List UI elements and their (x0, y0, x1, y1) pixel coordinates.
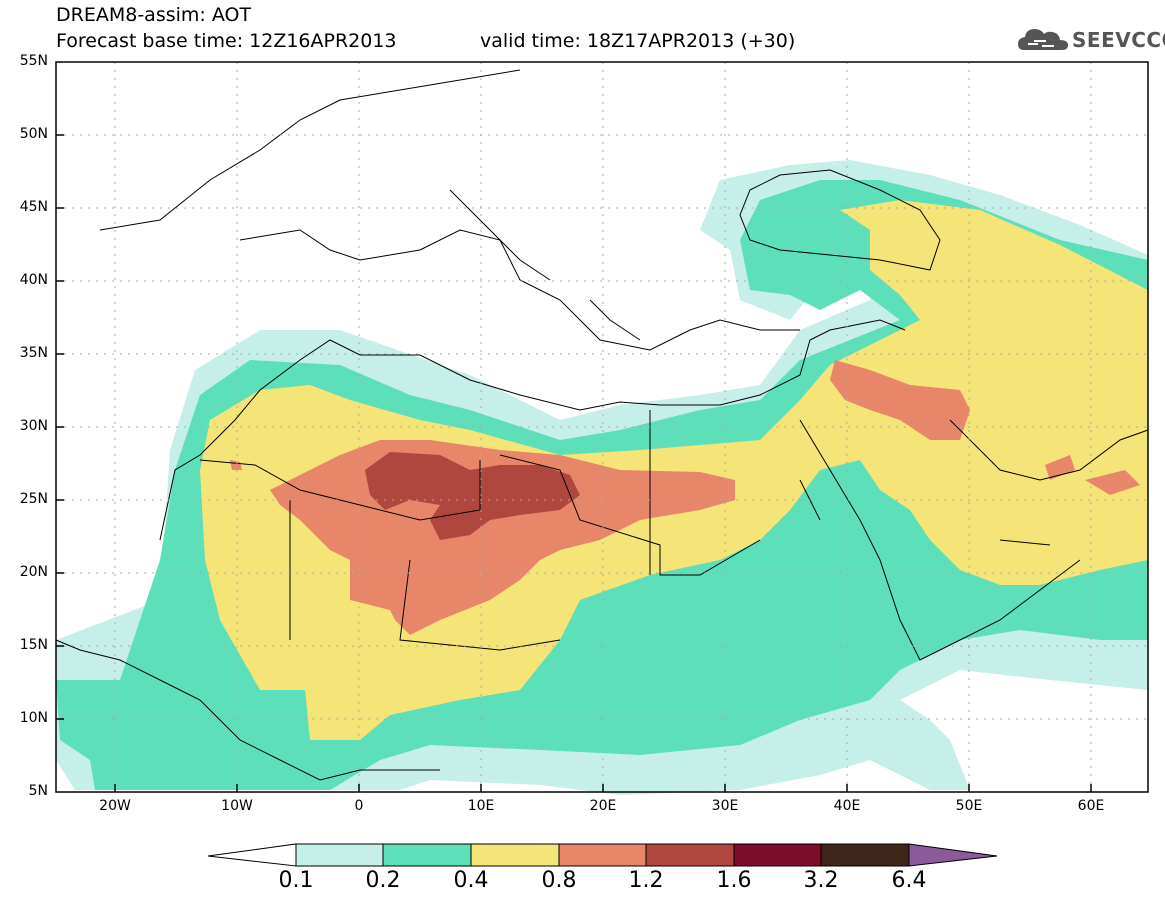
aot-contours (56, 160, 1148, 795)
colorbar-bin-2 (382, 843, 472, 867)
lon-label: 50E (955, 798, 983, 814)
axis-ticks (56, 134, 1092, 792)
lat-label: 45N (19, 199, 48, 215)
cloud-icon (1018, 29, 1068, 50)
lon-label: 10W (221, 798, 253, 814)
logo-text: SEEVCCC (1072, 28, 1165, 52)
lon-label: 0 (354, 798, 364, 814)
lat-label: 10N (19, 710, 48, 726)
lat-label: 25N (19, 491, 48, 507)
gridlines (56, 62, 1148, 792)
colorbar-label: 1.2 (628, 868, 664, 893)
lon-label: 10E (467, 798, 495, 814)
colorbar-over (908, 843, 998, 867)
colorbar-bin-4 (558, 843, 647, 867)
lat-label: 5N (28, 783, 48, 799)
lon-label: 20E (589, 798, 617, 814)
seevccc-logo: SEEVCCC (1016, 22, 1165, 56)
lat-label: 20N (19, 564, 48, 580)
colorbar-bin-7 (820, 843, 910, 867)
colorbar-label: 0.1 (278, 868, 314, 893)
colorbar-label: 0.2 (365, 868, 401, 893)
colorbar-bin-6 (733, 843, 822, 867)
lat-label: 55N (19, 53, 48, 69)
lat-label: 15N (19, 637, 48, 653)
contour-1.2 (365, 452, 580, 540)
contour-0.8 (230, 360, 1140, 635)
colorbar-label: 1.6 (716, 868, 752, 893)
valid-time: valid time: 18Z17APR2013 (+30) (480, 30, 796, 52)
colorbar-label: 0.4 (453, 868, 489, 893)
lon-label: 30E (711, 798, 739, 814)
colorbar-label: 0.8 (541, 868, 577, 893)
coastlines (55, 69, 1149, 781)
colorbar-bin-1 (295, 843, 384, 867)
lon-label: 40E (833, 798, 861, 814)
lon-label: 20W (99, 798, 131, 814)
colorbar-label: 3.2 (803, 868, 839, 893)
colorbar-bin-3 (470, 843, 560, 867)
lat-label: 35N (19, 345, 48, 361)
map-title: DREAM8-assim: AOT (56, 4, 252, 26)
lat-label: 40N (19, 272, 48, 288)
colorbar-bin-5 (645, 843, 735, 867)
colorbar (207, 843, 998, 867)
forecast-base-time: Forecast base time: 12Z16APR2013 (56, 30, 397, 52)
lon-label: 60E (1077, 798, 1105, 814)
lat-label: 50N (19, 126, 48, 142)
colorbar-label: 6.4 (891, 868, 927, 893)
lat-label: 30N (19, 418, 48, 434)
colorbar-under (207, 843, 297, 867)
